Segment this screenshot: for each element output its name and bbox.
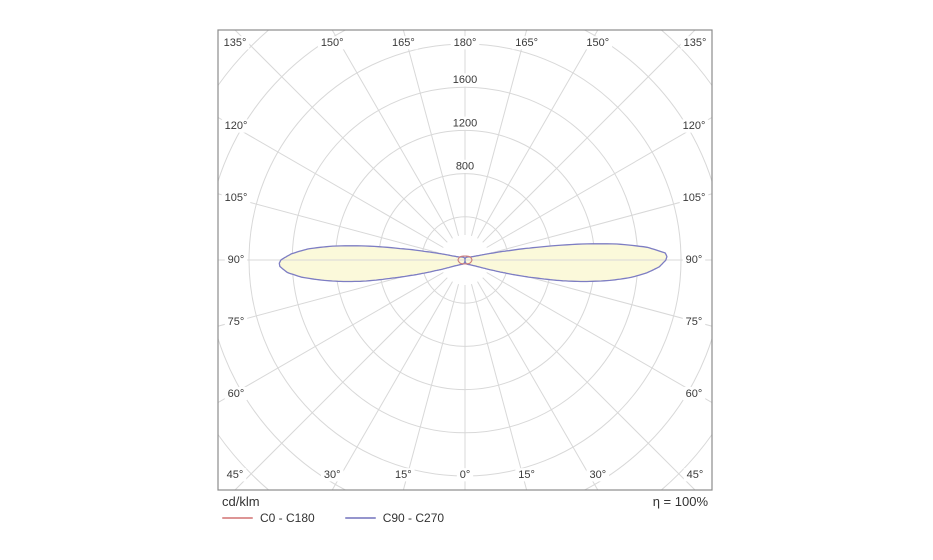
- svg-text:45°: 45°: [227, 469, 244, 481]
- legend-line-c0-icon: [222, 517, 253, 519]
- svg-text:180°: 180°: [454, 37, 477, 49]
- chart-labels: 800 1200 1600 135° 150° 165° 180° 165° 150° 135° 4…: [220, 36, 710, 482]
- svg-text:105°: 105°: [683, 192, 706, 204]
- svg-text:75°: 75°: [686, 316, 703, 328]
- legend: C0 - C180 C90 - C270: [218, 510, 444, 526]
- svg-text:60°: 60°: [228, 388, 245, 400]
- svg-text:165°: 165°: [392, 37, 415, 49]
- c90-c270-curve: [278, 243, 668, 283]
- svg-text:75°: 75°: [228, 316, 245, 328]
- svg-text:15°: 15°: [395, 469, 412, 481]
- svg-text:90°: 90°: [686, 254, 703, 266]
- legend-label-c0: C0 - C180: [260, 511, 315, 525]
- svg-text:30°: 30°: [324, 469, 341, 481]
- svg-text:120°: 120°: [225, 120, 248, 132]
- intensity-curves: [218, 243, 712, 283]
- unit-label: cd/klm: [222, 494, 260, 509]
- svg-text:800: 800: [456, 161, 474, 173]
- plot-border: [217, 29, 713, 491]
- svg-text:120°: 120°: [683, 120, 706, 132]
- svg-text:90°: 90°: [228, 254, 245, 266]
- c0-c180-curve: [457, 255, 473, 265]
- svg-text:1600: 1600: [453, 74, 477, 86]
- svg-text:45°: 45°: [687, 469, 704, 481]
- svg-text:150°: 150°: [321, 37, 344, 49]
- svg-text:105°: 105°: [225, 192, 248, 204]
- svg-text:15°: 15°: [518, 469, 535, 481]
- svg-text:1200: 1200: [453, 117, 477, 129]
- legend-line-c90-icon: [344, 517, 376, 519]
- svg-text:150°: 150°: [586, 37, 609, 49]
- svg-text:60°: 60°: [686, 388, 703, 400]
- svg-text:135°: 135°: [224, 37, 247, 49]
- svg-text:135°: 135°: [684, 37, 707, 49]
- svg-text:0°: 0°: [460, 469, 471, 481]
- legend-label-c90: C90 - C270: [382, 511, 445, 525]
- c90-c270-fill: [279, 243, 667, 282]
- efficiency-label: η = 100%: [652, 494, 708, 509]
- svg-text:165°: 165°: [515, 37, 538, 49]
- svg-text:30°: 30°: [589, 469, 606, 481]
